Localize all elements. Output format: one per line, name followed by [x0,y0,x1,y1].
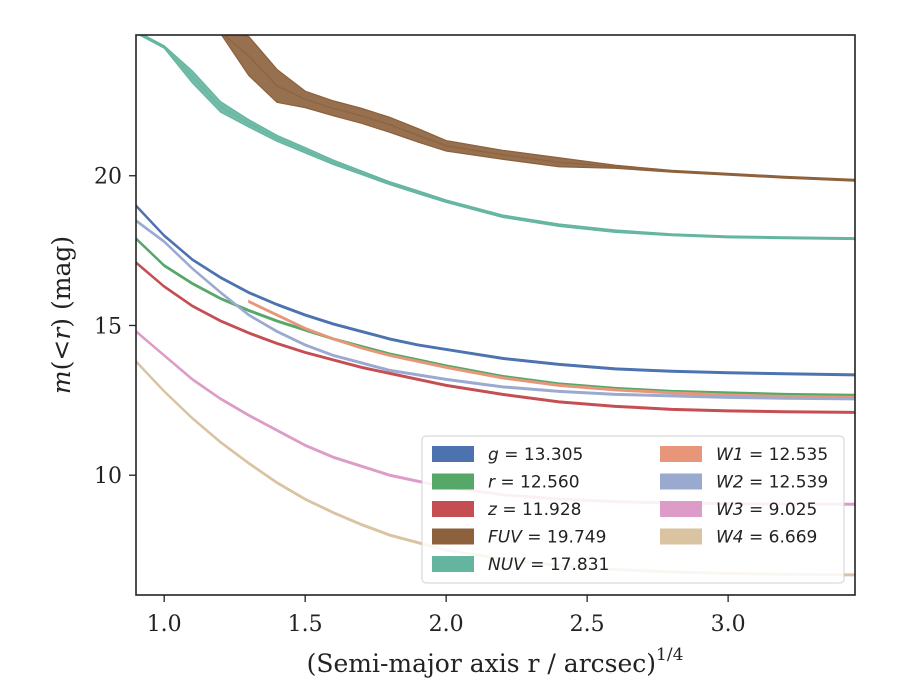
series-line-g [136,205,855,376]
series-band-W3 [136,329,855,506]
legend-swatch-NUV [432,556,474,572]
y-axis-label-m: m [47,370,76,394]
legend-swatch-W3 [660,501,702,517]
series-band-FUV [220,35,855,182]
legend-swatch-r [432,473,474,490]
series-band-r [136,236,855,397]
series-line-NUV [140,35,855,240]
legend-box [421,435,845,584]
legend-band: r [488,473,496,493]
legend-label-g: g = 13.305 [488,445,583,465]
series-band-NUV [138,35,855,241]
legend-swatch-W4 [660,528,702,545]
legend-band: W2 [716,473,744,493]
legend-band: NUV [488,555,526,575]
legend-total: = 9.025 [744,500,818,520]
legend-swatch-z [432,501,474,517]
series-line-z [136,262,855,414]
x-axis-label-exponent: 1/4 [656,645,683,665]
series-band-W1 [248,299,855,399]
y-axis-label-open: (< [47,340,76,371]
series-g [136,203,855,377]
legend-band: W1 [716,445,744,465]
x-axis: 1.0 1.5 2.0 2.5 3.0 [147,595,746,637]
legend-label-r: r = 12.560 [488,473,580,493]
x-tick-label: 1.5 [288,612,323,637]
legend-label-W3: W3 = 9.025 [716,500,817,520]
legend-band: z [487,500,498,520]
legend-total: = 12.560 [495,473,580,493]
legend-total: = 12.535 [744,445,829,465]
y-tick-label: 15 [94,314,122,339]
legend-total: = 19.749 [522,528,607,548]
legend-label-W2: W2 = 12.539 [716,473,828,493]
x-axis-label: (Semi-major axis r / arcsec)1/4 [307,645,684,678]
series-band-W4 [136,359,855,577]
series-FUV [220,35,855,182]
y-axis-label-r: r [47,326,76,340]
series-W2 [136,219,855,401]
legend-label-FUV: FUV = 19.749 [488,528,606,548]
legend-label-NUV: NUV = 17.831 [488,555,609,575]
plot-frame [135,34,856,596]
x-axis-label-main: (Semi-major axis r / arcsec) [307,649,656,678]
legend-total: = 11.928 [497,500,582,520]
y-tick-label: 20 [94,165,122,190]
x-tick-label: 3.0 [711,612,746,637]
series-W1 [248,299,855,399]
legend-total: = 6.669 [744,528,818,548]
legend-swatch-g [432,446,474,462]
legend-swatch-FUV [432,528,474,545]
series-line-W2 [136,220,855,400]
legend-label-z: z = 11.928 [487,500,581,520]
y-axis-label-rest: ) (mag) [47,236,76,328]
legend-total: = 13.305 [499,445,584,465]
legend-band: FUV [488,528,523,548]
legend-band: W3 [716,500,744,520]
series-layer [136,35,855,577]
legend-total: = 12.539 [744,473,829,493]
x-tick-label: 2.5 [570,612,605,637]
legend-total: = 17.831 [525,555,610,575]
legend-swatch-W2 [660,473,702,490]
legend-label-W1: W1 = 12.535 [716,445,828,465]
series-band-g [136,203,855,377]
legend-label-W4: W4 = 6.669 [716,528,817,548]
y-tick-label: 10 [94,464,122,489]
legend-swatch-W1 [660,446,702,462]
x-tick-label: 2.0 [429,612,464,637]
series-band-W2 [136,219,855,401]
y-axis: 10 15 20 [94,165,136,489]
series-line-FUV [223,35,855,181]
series-z [136,260,855,414]
series-line-W1 [248,300,855,399]
legend-band: g [488,445,499,465]
y-axis-label: m(<r) (mag) [47,236,76,394]
legend-band: W4 [716,528,744,548]
series-band-z [136,260,855,414]
x-tick-label: 1.0 [147,612,182,637]
series-NUV [138,35,855,241]
